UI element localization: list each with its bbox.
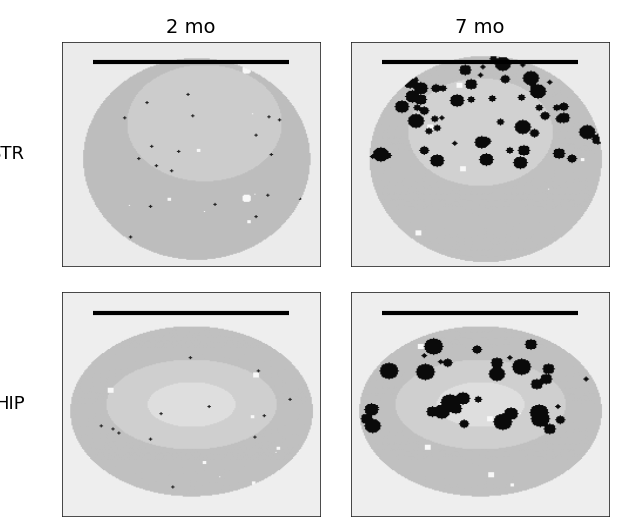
Text: HIP: HIP (0, 395, 25, 414)
Text: 2 mo: 2 mo (166, 18, 215, 37)
Text: STR: STR (0, 145, 25, 163)
Text: 7 mo: 7 mo (455, 18, 504, 37)
